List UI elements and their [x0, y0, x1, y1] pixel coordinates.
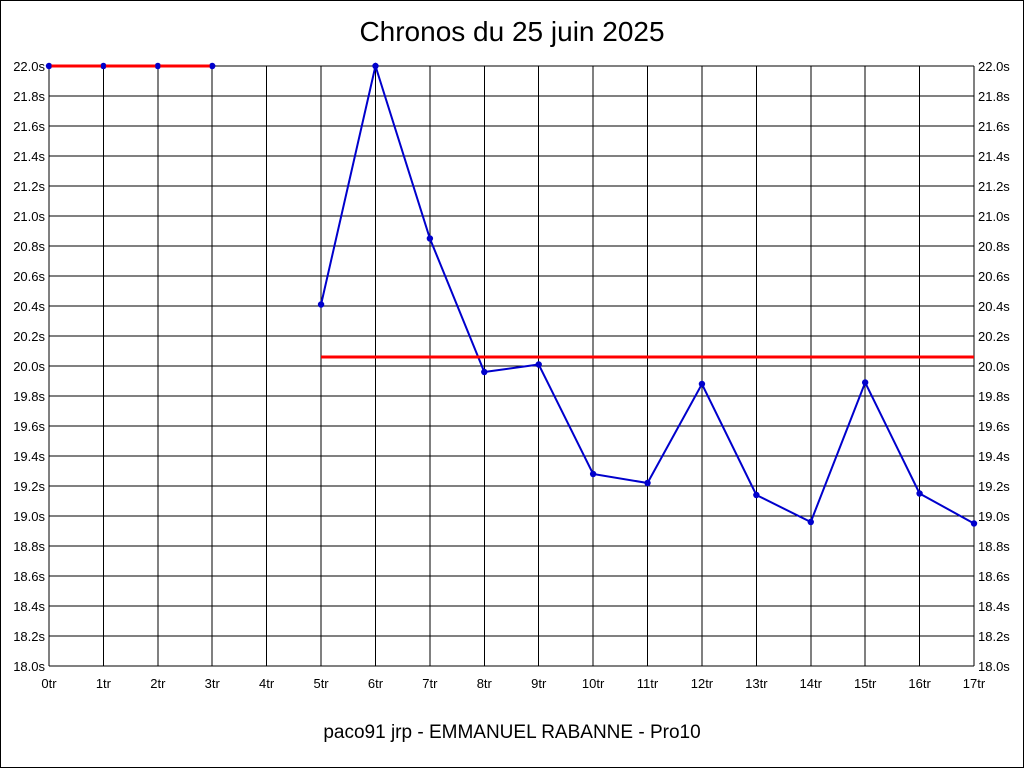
data-point-marker-top — [590, 471, 596, 477]
x-tick-label: 8tr — [477, 676, 493, 691]
x-tick-label: 5tr — [313, 676, 329, 691]
x-tick-label: 7tr — [422, 676, 438, 691]
y-tick-label-right: 20.0s — [978, 359, 1010, 374]
x-tick-label: 3tr — [205, 676, 221, 691]
data-point-marker-top — [318, 301, 324, 308]
y-tick-label-left: 21.4s — [13, 149, 45, 164]
data-point-marker-top — [971, 520, 977, 527]
data-point-marker-top — [699, 381, 705, 387]
data-point-marker-top — [100, 63, 107, 69]
y-tick-label-left: 19.6s — [13, 419, 45, 434]
x-tick-label: 12tr — [691, 676, 714, 691]
data-point-marker-top — [753, 492, 759, 498]
y-tick-label-left: 18.2s — [13, 629, 45, 644]
data-point-marker-top — [427, 235, 433, 242]
x-tick-label: 4tr — [259, 676, 275, 691]
data-point-marker-top — [808, 519, 814, 525]
data-point-marker-top — [372, 63, 379, 69]
y-tick-label-right: 21.0s — [978, 209, 1010, 224]
y-tick-label-right: 18.6s — [978, 569, 1010, 584]
y-tick-label-left: 18.4s — [13, 599, 45, 614]
y-tick-label-left: 21.0s — [13, 209, 45, 224]
y-tick-label-right: 19.4s — [978, 449, 1010, 464]
data-point-marker-top — [46, 63, 52, 69]
y-tick-label-right: 20.4s — [978, 299, 1010, 314]
y-tick-label-left: 19.8s — [13, 389, 45, 404]
y-tick-label-right: 20.2s — [978, 329, 1010, 344]
x-tick-label: 2tr — [150, 676, 166, 691]
x-tick-label: 11tr — [637, 676, 659, 691]
y-tick-label-right: 22.0s — [978, 59, 1010, 74]
y-tick-label-right: 19.6s — [978, 419, 1010, 434]
x-tick-label: 16tr — [908, 676, 931, 691]
y-tick-label-right: 21.4s — [978, 149, 1010, 164]
x-tick-label: 9tr — [531, 676, 547, 691]
y-tick-label-left: 21.6s — [13, 119, 45, 134]
y-tick-label-left: 18.0s — [13, 659, 45, 674]
data-point-marker-top — [209, 63, 215, 69]
x-tick-label: 15tr — [854, 676, 877, 691]
chart-title: Chronos du 25 juin 2025 — [359, 16, 665, 47]
x-tick-label: 14tr — [800, 676, 823, 691]
y-tick-label-left: 21.2s — [13, 179, 45, 194]
y-tick-label-right: 18.0s — [978, 659, 1010, 674]
y-tick-label-right: 19.2s — [978, 479, 1010, 494]
y-tick-label-right: 21.8s — [978, 89, 1010, 104]
x-tick-label: 17tr — [963, 676, 986, 691]
y-tick-label-right: 19.0s — [978, 509, 1010, 524]
y-tick-label-left: 20.0s — [13, 359, 45, 374]
x-tick-label: 10tr — [582, 676, 605, 691]
data-point-marker-top — [644, 480, 651, 486]
x-tick-label: 1tr — [96, 676, 112, 691]
y-tick-label-left: 18.8s — [13, 539, 45, 554]
x-tick-label: 13tr — [745, 676, 768, 691]
y-tick-label-right: 21.6s — [978, 119, 1010, 134]
y-tick-label-right: 20.8s — [978, 239, 1010, 254]
y-tick-label-left: 20.8s — [13, 239, 45, 254]
x-tick-label: 0tr — [41, 676, 57, 691]
y-tick-label-right: 18.4s — [978, 599, 1010, 614]
y-tick-label-left: 19.4s — [13, 449, 45, 464]
data-point-marker-top — [155, 63, 161, 69]
chart-footer: paco91 jrp - EMMANUEL RABANNE - Pro10 — [323, 722, 701, 743]
y-tick-label-left: 19.2s — [13, 479, 45, 494]
y-tick-label-left: 20.4s — [13, 299, 45, 314]
y-tick-label-left: 22.0s — [13, 59, 45, 74]
data-point-marker-top — [862, 379, 868, 386]
y-tick-label-right: 18.8s — [978, 539, 1010, 554]
y-tick-label-left: 21.8s — [13, 89, 45, 104]
y-tick-label-left: 20.2s — [13, 329, 45, 344]
y-tick-label-left: 18.6s — [13, 569, 45, 584]
y-tick-label-left: 19.0s — [13, 509, 45, 524]
data-point-marker-top — [481, 369, 487, 375]
y-tick-label-right: 18.2s — [978, 629, 1010, 644]
data-point-marker-top — [536, 361, 542, 368]
data-point-marker-top — [916, 490, 923, 497]
y-tick-label-right: 19.8s — [978, 389, 1010, 404]
y-tick-label-right: 21.2s — [978, 179, 1010, 194]
y-tick-label-right: 20.6s — [978, 269, 1010, 284]
x-tick-label: 6tr — [368, 676, 384, 691]
y-tick-label-left: 20.6s — [13, 269, 45, 284]
